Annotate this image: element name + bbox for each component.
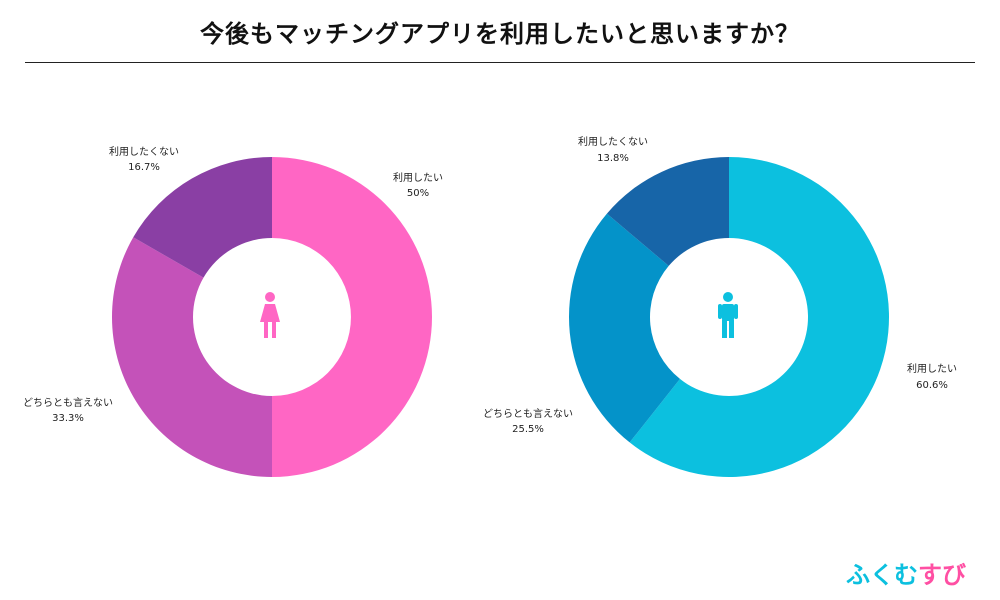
female-label-name-0: 利用したい [393,172,443,184]
female-label-value-0: 50% [407,188,429,199]
brand-logo-part-1: ふくむ [846,561,918,589]
female-label-value-2: 16.7% [128,162,160,173]
male-label-name-0: 利用したい [907,363,957,375]
male-label-name-1: どちらとも言えない [483,407,573,420]
male-icon [718,292,738,338]
male-label-value-0: 60.6% [916,380,948,391]
male-label-value-2: 13.8% [597,153,629,164]
female-label-name-2: 利用したくない [109,146,179,158]
brand-logo-text: ふくむすび [846,561,966,589]
female-label-value-1: 33.3% [52,413,84,424]
female-label-name-1: どちらとも言えない [23,396,113,409]
donut-slice-1-0 [629,157,890,478]
page-title: 今後もマッチングアプリを利用したいと思いますか？ [200,20,800,48]
male-label-name-2: 利用したくない [578,136,648,148]
donut-chart-male [569,157,890,478]
donut-slice-0-1 [111,237,272,477]
brand-logo-part-2: すび [918,561,966,589]
donut-slice-0-0 [272,157,432,477]
donut-chart-female [111,157,432,477]
donut-slice-0-2 [133,157,272,278]
female-icon [260,292,280,338]
title-divider [25,62,975,63]
donut-slice-1-2 [606,157,729,266]
male-label-value-1: 25.5% [512,424,544,435]
donut-slice-1-1 [569,213,680,443]
brand-logo: ふくむすび [846,561,966,589]
